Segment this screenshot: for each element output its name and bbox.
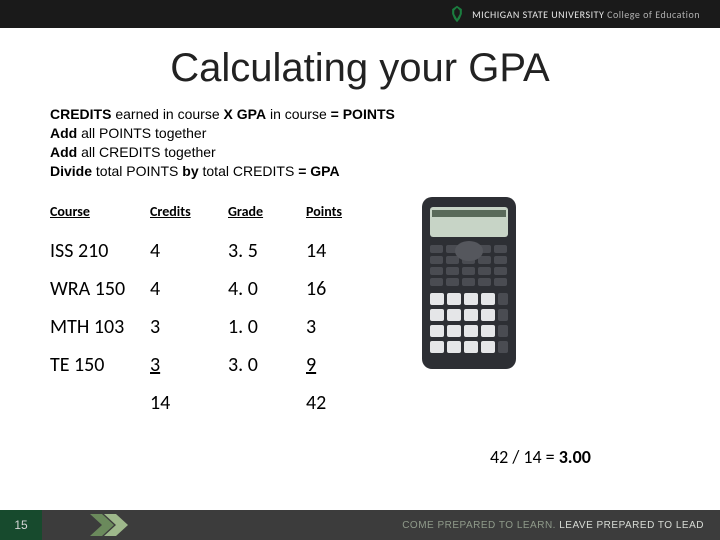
gpa-result: 42 / 14 = 3.00 [490, 446, 591, 468]
table-cell: 3 [150, 346, 228, 384]
footer-tagline: COME PREPARED TO LEARN. LEAVE PREPARED T… [402, 520, 704, 531]
table-cell: 9 [306, 346, 384, 384]
table-total-cell [228, 384, 306, 422]
table-cell: 3 [150, 308, 228, 346]
tagline-learn: COME PREPARED TO LEARN. [402, 520, 556, 531]
table-total-cell: 14 [150, 384, 228, 422]
header-msu: MICHIGAN STATE UNIVERSITY [472, 8, 604, 21]
table-cell: TE 150 [50, 346, 150, 384]
gpa-table: Course Credits Grade Points ISS 21043. 5… [50, 203, 384, 422]
col-grade: Grade [228, 203, 306, 232]
col-points: Points [306, 203, 384, 232]
content-row: Course Credits Grade Points ISS 21043. 5… [50, 203, 720, 422]
header-institution: MICHIGAN STATE UNIVERSITY College of Edu… [472, 8, 700, 21]
table-row: ISS 21043. 514 [50, 232, 384, 270]
table-cell: 4. 0 [228, 270, 306, 308]
table-row: TE 15033. 09 [50, 346, 384, 384]
table-cell: 14 [306, 232, 384, 270]
instruction-line-3: Add all CREDITS together [50, 143, 720, 162]
tagline-lead: LEAVE PREPARED TO LEAD [559, 520, 704, 531]
footer-chevron-icon [90, 510, 150, 540]
table-header-row: Course Credits Grade Points [50, 203, 384, 232]
table-cell: 4 [150, 270, 228, 308]
instructions-block: CREDITS earned in course X GPA in course… [50, 105, 720, 181]
table-cell: 3. 5 [228, 232, 306, 270]
footer-bar: 15 COME PREPARED TO LEARN. LEAVE PREPARE… [0, 510, 720, 540]
col-course: Course [50, 203, 150, 232]
instruction-line-1: CREDITS earned in course X GPA in course… [50, 105, 720, 124]
page-number: 15 [0, 510, 42, 540]
header-bar: MICHIGAN STATE UNIVERSITY College of Edu… [0, 0, 720, 28]
table-cell: 3 [306, 308, 384, 346]
table-row: WRA 15044. 016 [50, 270, 384, 308]
table-cell: ISS 210 [50, 232, 150, 270]
table-cell: MTH 103 [50, 308, 150, 346]
table-cell: 4 [150, 232, 228, 270]
table-row: MTH 10331. 03 [50, 308, 384, 346]
result-value: 3.00 [559, 446, 591, 468]
table-cell: 16 [306, 270, 384, 308]
table-cell: 1. 0 [228, 308, 306, 346]
gpa-table-body: ISS 21043. 514WRA 15044. 016MTH 10331. 0… [50, 232, 384, 422]
table-total-cell: 42 [306, 384, 384, 422]
spartan-logo-icon [450, 5, 464, 23]
table-cell: 3. 0 [228, 346, 306, 384]
table-cell: WRA 150 [50, 270, 150, 308]
instruction-line-2: Add all POINTS together [50, 124, 720, 143]
result-expression: 42 / 14 = [490, 446, 559, 468]
page-title: Calculating your GPA [0, 46, 720, 91]
instruction-line-4: Divide total POINTS by total CREDITS = G… [50, 162, 720, 181]
col-credits: Credits [150, 203, 228, 232]
calculator-icon [414, 193, 524, 373]
table-total-cell [50, 384, 150, 422]
header-college: College of Education [607, 8, 700, 21]
table-totals-row: 14 42 [50, 384, 384, 422]
